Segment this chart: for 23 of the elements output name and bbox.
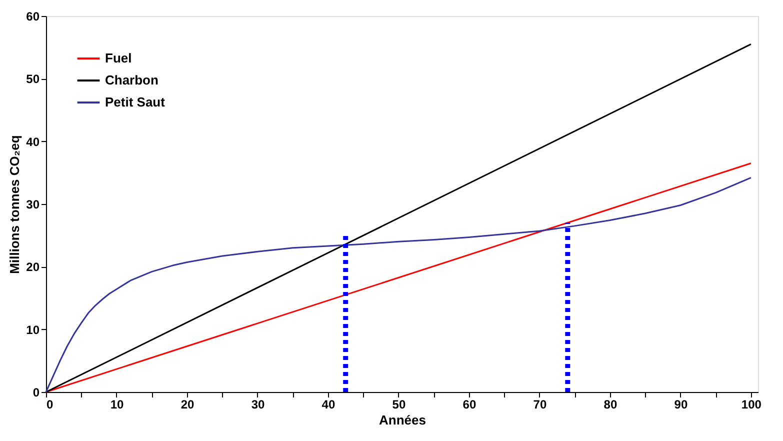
y-tick-label: 30 — [26, 198, 40, 212]
x-tick-label: 60 — [462, 398, 476, 412]
legend-label: Fuel — [105, 50, 132, 66]
x-tick-label: 70 — [533, 398, 547, 412]
x-tick-label: 10 — [110, 398, 124, 412]
y-tick-label: 20 — [26, 260, 40, 274]
legend-label: Charbon — [105, 72, 158, 88]
x-axis-title: Années — [379, 412, 426, 428]
x-tick-label: 40 — [322, 398, 336, 412]
legend-label: Petit Saut — [105, 94, 166, 110]
x-tick-label: 0 — [46, 398, 54, 412]
x-tick-label: 90 — [674, 398, 688, 412]
y-tick-label: 0 — [32, 386, 40, 400]
x-tick-label: 50 — [392, 398, 406, 412]
y-tick-label: 60 — [26, 10, 40, 24]
y-axis-title: Millions tonnes CO₂eq — [7, 135, 22, 274]
y-tick-label: 50 — [26, 72, 40, 86]
x-tick-label: 100 — [741, 398, 762, 412]
y-tick-label: 10 — [26, 322, 40, 337]
x-tick-label: 20 — [180, 398, 194, 412]
x-tick-label: 80 — [604, 398, 618, 412]
y-tick-label: 40 — [26, 134, 40, 149]
x-tick-label: 30 — [251, 398, 265, 412]
